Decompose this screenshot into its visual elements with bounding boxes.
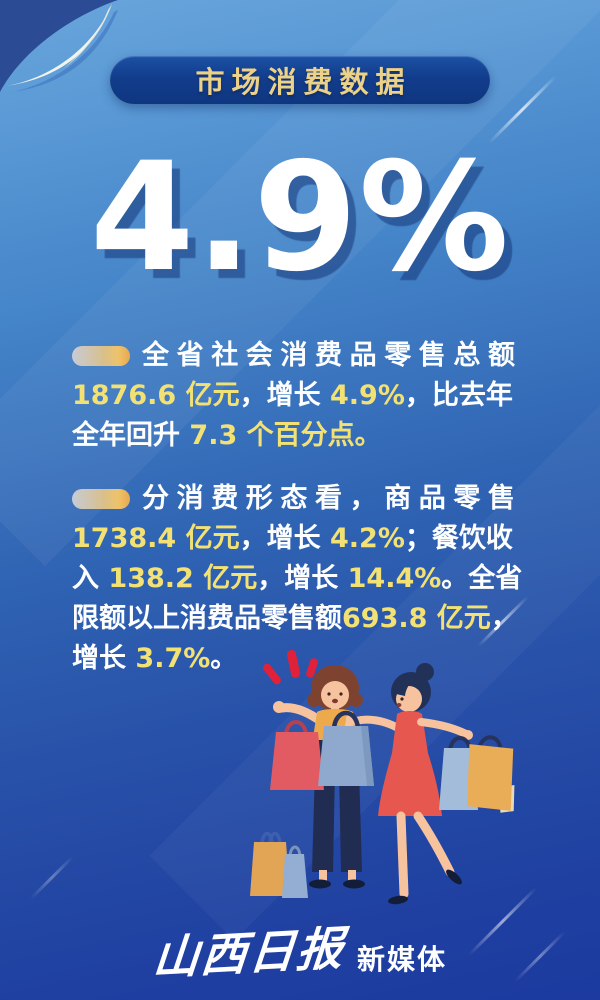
shopper-left-legs	[309, 740, 365, 889]
shopper-right-arm	[352, 715, 402, 732]
shoppers-illustration	[250, 650, 515, 905]
headline-statistic: 4.9%	[89, 131, 510, 305]
text-segment: 限额以上消费品零售额	[72, 603, 342, 634]
text-line: 增长 3.7%。	[72, 639, 534, 679]
highlight-value: 138.2 亿元	[108, 563, 258, 594]
text-line: 分消费形态看，商品零售	[72, 479, 534, 519]
diagonal-streak	[29, 855, 75, 900]
text-segment: ，	[490, 603, 518, 634]
highlight-value: 3.7%	[135, 643, 211, 674]
body-text: 全省社会消费品零售总额 1876.6 亿元，增长 4.9%，比去年 全年回升 7…	[72, 336, 534, 679]
text-segment: 增长	[72, 643, 136, 674]
highlight-value: 693.8 亿元	[342, 603, 491, 634]
text-line: 1738.4 亿元，增长 4.2%；餐饮收	[72, 519, 534, 559]
gold-dash-bullet-icon	[72, 346, 130, 366]
text-line: 限额以上消费品零售额693.8 亿元，	[72, 599, 534, 639]
paragraph-retail-total: 全省社会消费品零售总额 1876.6 亿元，增长 4.9%，比去年 全年回升 7…	[72, 336, 534, 456]
text-segment: 全省社会消费品零售总额	[142, 340, 523, 371]
text-line: 1876.6 亿元，增长 4.9%，比去年	[72, 376, 534, 416]
text-line: 全年回升 7.3 个百分点。	[72, 416, 534, 456]
page-curl-corner	[0, 0, 118, 92]
ground-bag-blue	[282, 845, 308, 898]
text-segment: 分消费形态看，商品零售	[142, 483, 523, 514]
text-line: 入 138.2 亿元，增长 14.4%。全省	[72, 559, 534, 599]
text-segment: ，增长	[257, 563, 348, 594]
highlight-value: 4.9%	[330, 380, 405, 411]
text-line: 全省社会消费品零售总额	[72, 336, 534, 376]
text-segment: 。全省	[441, 563, 523, 594]
highlight-value: 7.3 个百分点。	[189, 420, 382, 451]
title-banner: 市场消费数据	[110, 56, 490, 104]
page-title: 市场消费数据	[195, 65, 412, 99]
gold-dash-bullet-icon	[72, 489, 130, 509]
text-segment: ；餐饮收	[404, 523, 513, 554]
text-segment: ，增长	[239, 523, 330, 554]
shopping-bag-blue	[318, 710, 374, 786]
shopping-bag-red	[270, 720, 324, 790]
brand-footer: 山西日报 新媒体	[0, 921, 600, 985]
brand-logo-suffix: 新媒体	[356, 943, 447, 976]
text-segment: ，增长	[239, 380, 330, 411]
highlight-value: 14.4%	[347, 563, 442, 594]
highlight-value: 1876.6 亿元	[72, 380, 240, 411]
shopping-bag-orange	[466, 735, 515, 813]
excitement-marks-icon	[263, 650, 318, 685]
text-segment: ，比去年	[404, 380, 513, 411]
text-segment: 。	[210, 643, 238, 674]
text-segment: 入	[72, 563, 109, 594]
highlight-value: 1738.4 亿元	[72, 523, 240, 554]
brand-logo-script: 山西日报	[150, 920, 348, 986]
shopper-right	[378, 663, 473, 905]
highlight-value: 4.2%	[330, 523, 405, 554]
paragraph-consumption-breakdown: 分消费形态看，商品零售 1738.4 亿元，增长 4.2%；餐饮收 入 138.…	[72, 479, 534, 679]
text-segment: 全年回升	[72, 420, 190, 451]
ground-bag-orange	[250, 831, 290, 896]
